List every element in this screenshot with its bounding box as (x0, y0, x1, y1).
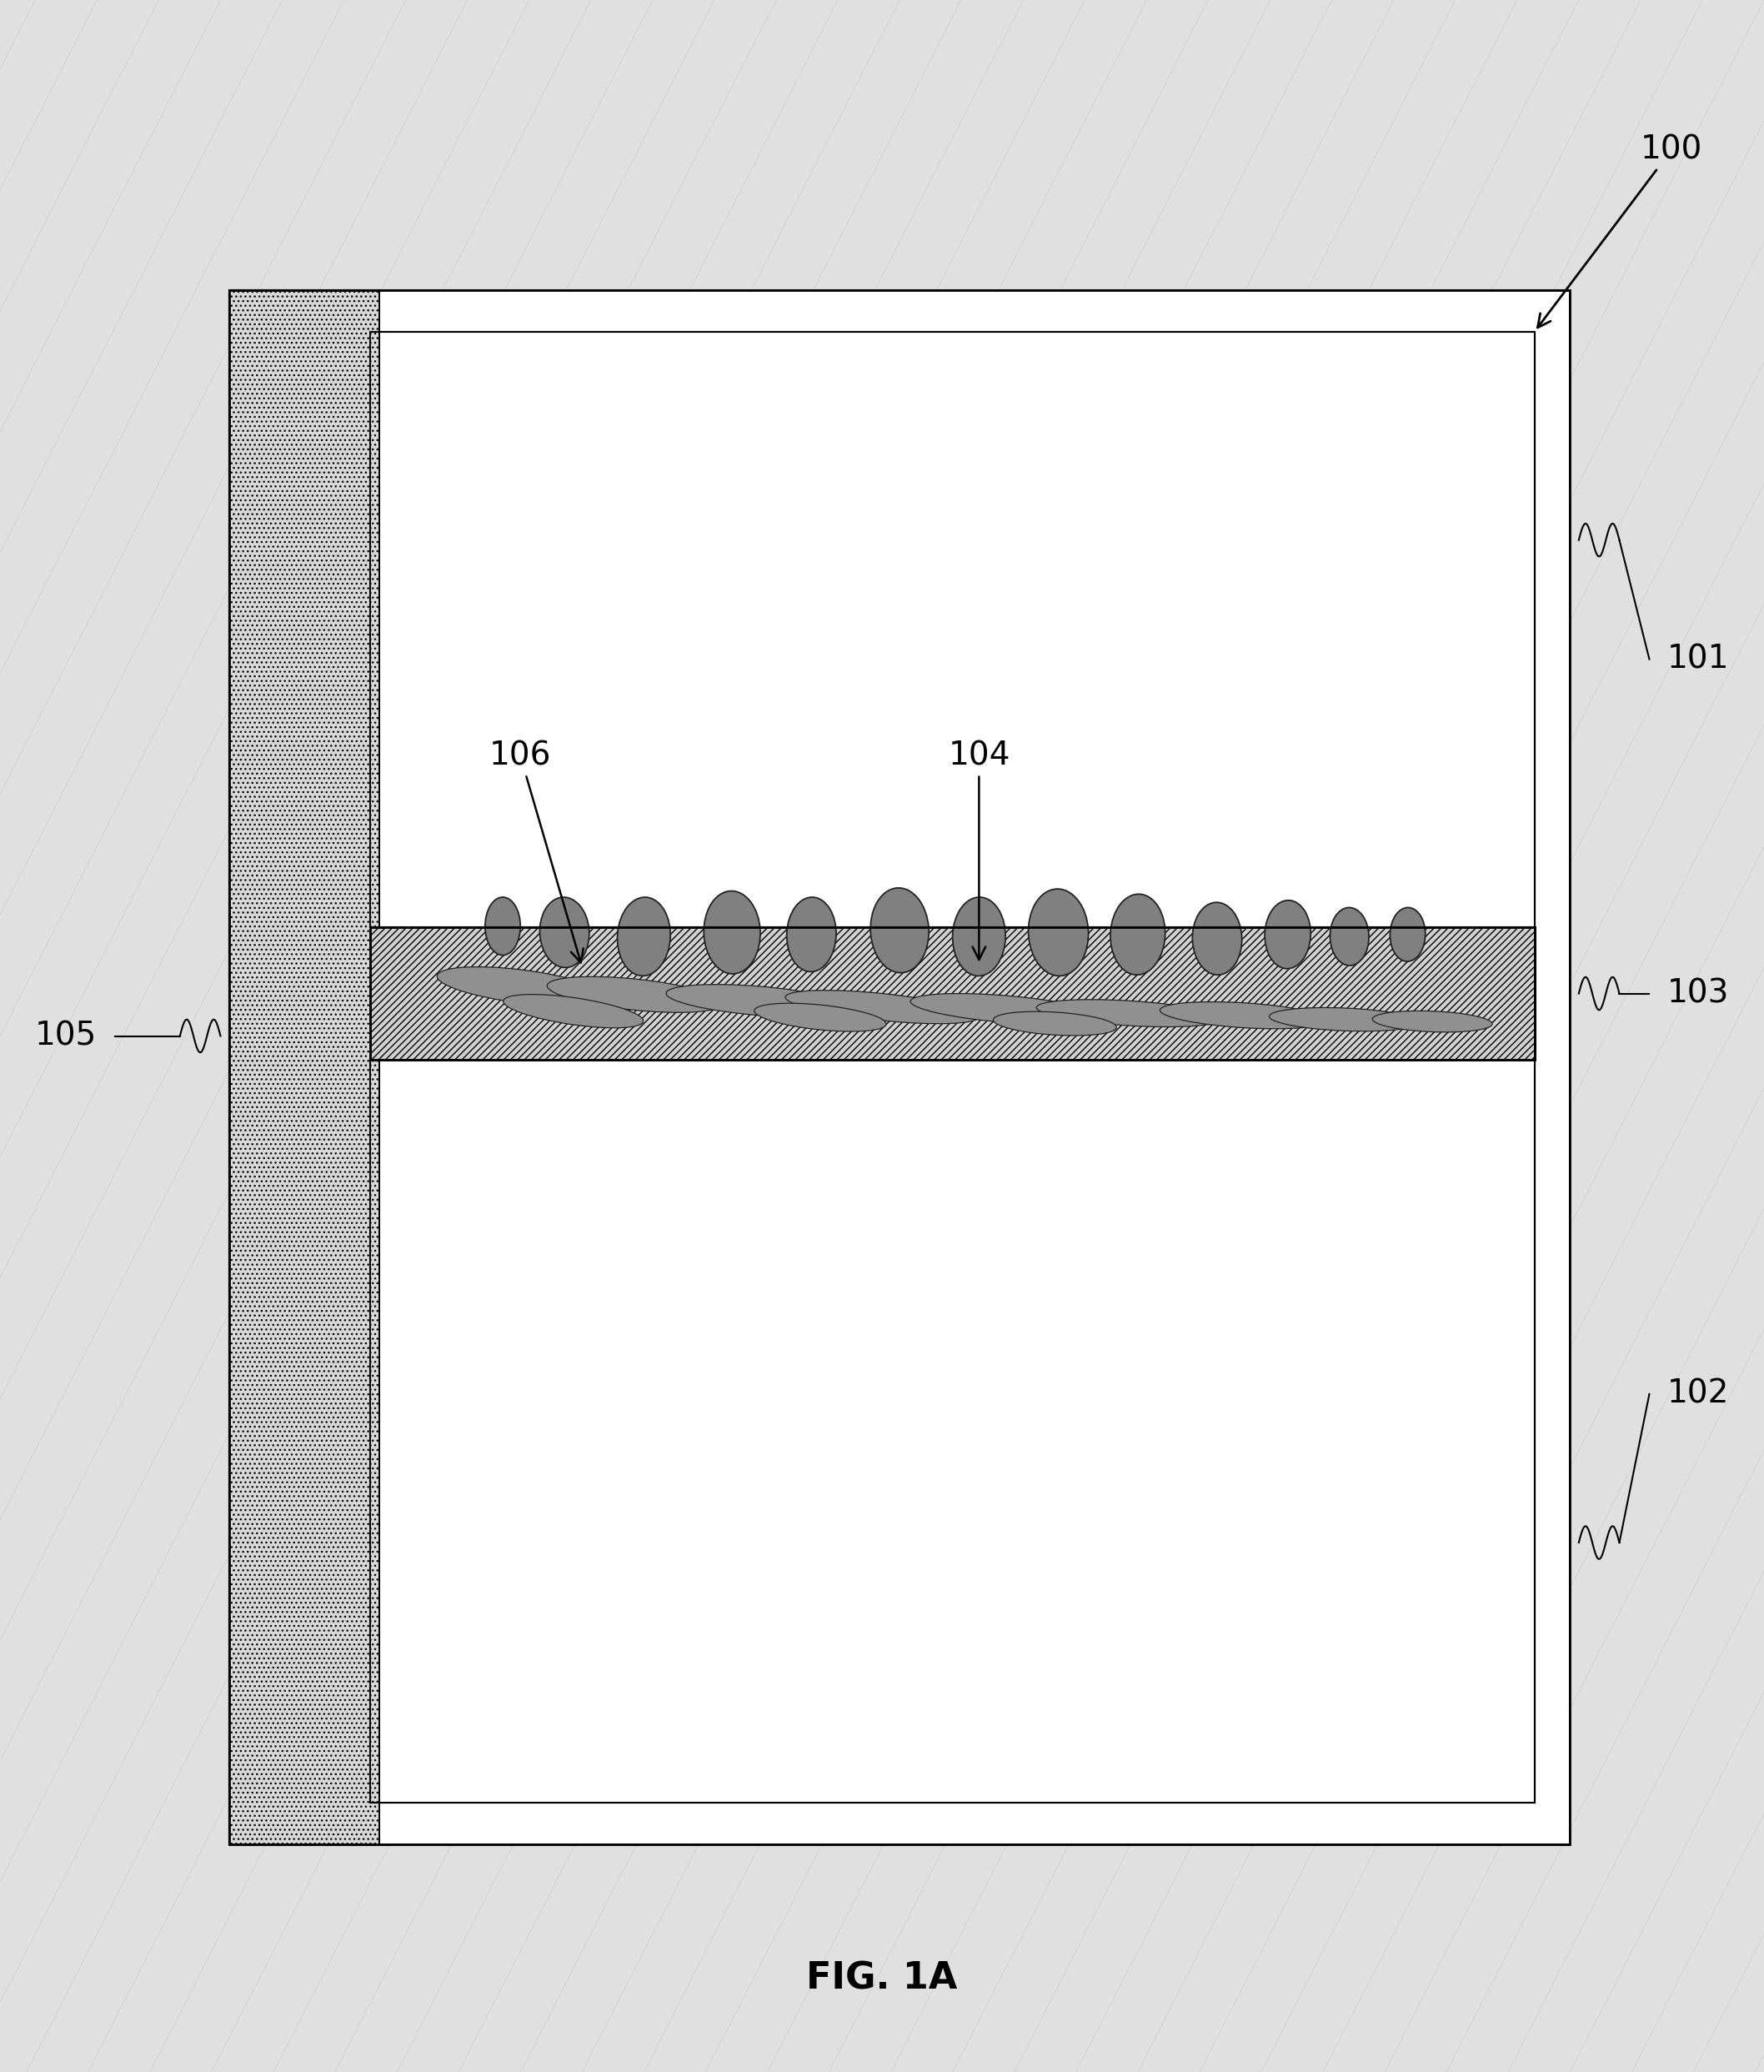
Ellipse shape (1192, 903, 1242, 974)
Ellipse shape (437, 968, 603, 1005)
Bar (229, 290, 1570, 1844)
Text: FIG. 1A: FIG. 1A (806, 1960, 958, 1997)
Ellipse shape (667, 984, 850, 1017)
Ellipse shape (547, 976, 723, 1013)
Bar (229, 290, 1570, 1844)
Bar (370, 1059, 1535, 1803)
Ellipse shape (1270, 1007, 1418, 1032)
Ellipse shape (1265, 901, 1311, 968)
Bar (370, 332, 1535, 928)
Ellipse shape (503, 995, 644, 1028)
Text: 105: 105 (35, 1019, 97, 1053)
Text: 106: 106 (489, 740, 584, 963)
Ellipse shape (704, 891, 760, 974)
Bar (370, 332, 1535, 928)
Ellipse shape (1028, 889, 1088, 976)
Ellipse shape (1037, 999, 1221, 1028)
Ellipse shape (910, 995, 1101, 1024)
Ellipse shape (870, 889, 930, 972)
Text: 101: 101 (1667, 644, 1729, 675)
Text: 100: 100 (1538, 135, 1702, 327)
Bar (370, 928, 1535, 1059)
Bar (370, 928, 1535, 1059)
Text: 103: 103 (1667, 978, 1729, 1009)
Ellipse shape (787, 897, 836, 972)
Ellipse shape (1330, 908, 1369, 966)
Ellipse shape (617, 897, 670, 976)
Ellipse shape (1390, 908, 1425, 961)
Ellipse shape (1161, 1003, 1327, 1028)
Ellipse shape (485, 897, 520, 955)
Text: 104: 104 (947, 740, 1011, 959)
Ellipse shape (540, 897, 589, 968)
Ellipse shape (953, 897, 1005, 976)
Ellipse shape (1372, 1011, 1492, 1032)
Text: 102: 102 (1667, 1378, 1729, 1409)
Ellipse shape (1110, 895, 1166, 974)
Bar (229, 290, 379, 1844)
Ellipse shape (785, 990, 979, 1024)
Bar (370, 1059, 1535, 1803)
Ellipse shape (755, 1003, 886, 1032)
Ellipse shape (993, 1011, 1117, 1036)
